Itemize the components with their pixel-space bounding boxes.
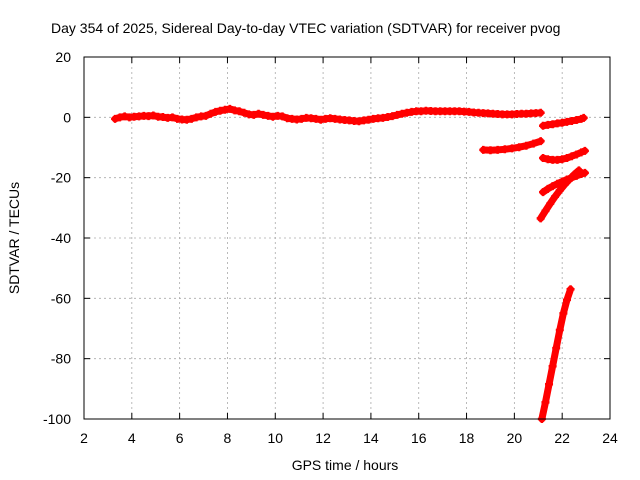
- data-point: [168, 113, 177, 122]
- data-point: [560, 180, 569, 189]
- series-arc-b: [539, 113, 588, 130]
- data-point: [486, 146, 495, 155]
- x-tick-label: 10: [267, 430, 283, 446]
- series-arc-e: [536, 166, 583, 223]
- data-point: [187, 114, 196, 123]
- data-point: [536, 214, 545, 223]
- y-tick-label: 20: [55, 49, 71, 65]
- x-tick-label: 2: [80, 430, 88, 446]
- data-point: [507, 144, 516, 153]
- data-point: [551, 192, 560, 201]
- y-tick-label: -40: [51, 230, 71, 246]
- x-axis-label: GPS time / hours: [292, 457, 399, 473]
- data-point: [111, 114, 120, 123]
- data-point: [566, 285, 575, 294]
- x-tick-label: 24: [602, 430, 618, 446]
- x-tick-label: 18: [459, 430, 475, 446]
- data-point: [225, 104, 234, 113]
- y-tick-label: -80: [51, 351, 71, 367]
- data-point: [543, 184, 552, 193]
- data-point: [555, 186, 564, 195]
- data-point: [536, 137, 545, 146]
- x-tick-label: 14: [363, 430, 379, 446]
- x-tick-label: 4: [128, 430, 136, 446]
- data-point: [500, 145, 509, 154]
- data-point: [562, 154, 571, 163]
- data-point: [541, 398, 550, 407]
- x-tick-label: 16: [411, 430, 427, 446]
- data-point: [201, 111, 210, 120]
- data-point: [579, 113, 588, 122]
- data-point: [555, 326, 564, 335]
- x-tick-label: 12: [315, 430, 331, 446]
- data-point: [572, 150, 581, 159]
- y-tick-label: 0: [63, 109, 71, 125]
- data-point: [546, 199, 555, 208]
- y-tick-label: -20: [51, 170, 71, 186]
- x-tick-label: 22: [554, 430, 570, 446]
- data-point: [206, 109, 215, 118]
- data-point: [553, 179, 562, 188]
- chart-title: Day 354 of 2025, Sidereal Day-to-day VTE…: [51, 20, 560, 36]
- data-point: [522, 141, 531, 150]
- x-tick-label: 8: [224, 430, 232, 446]
- data-point: [580, 146, 589, 155]
- data-point: [570, 170, 579, 179]
- y-tick-label: -60: [51, 290, 71, 306]
- data-point: [548, 182, 557, 191]
- data-point: [552, 344, 561, 353]
- data-point: [479, 145, 488, 154]
- data-point: [278, 112, 287, 121]
- series-main: [111, 104, 545, 126]
- data-point: [515, 143, 524, 152]
- data-point: [539, 188, 548, 197]
- x-tick-label: 6: [176, 430, 184, 446]
- data-point: [536, 108, 545, 117]
- data-point: [240, 108, 249, 117]
- data-point: [574, 166, 583, 175]
- data-point: [565, 175, 574, 184]
- data-point: [529, 139, 538, 148]
- data-point: [541, 206, 550, 215]
- series-arc-c: [539, 146, 589, 164]
- data-point: [545, 380, 554, 389]
- data-point: [548, 362, 557, 371]
- y-axis-label: SDTVAR / TECUs: [6, 182, 22, 294]
- data-point: [559, 309, 568, 318]
- data-point: [580, 168, 589, 177]
- x-tick-label: 20: [507, 430, 523, 446]
- data-point: [235, 107, 244, 116]
- data-point: [562, 295, 571, 304]
- series-arc-f: [537, 285, 575, 423]
- data-markers: [111, 104, 589, 423]
- series-arc-a: [479, 137, 545, 155]
- data-point: [567, 152, 576, 161]
- y-tick-label: -100: [43, 411, 71, 427]
- data-point: [493, 145, 502, 154]
